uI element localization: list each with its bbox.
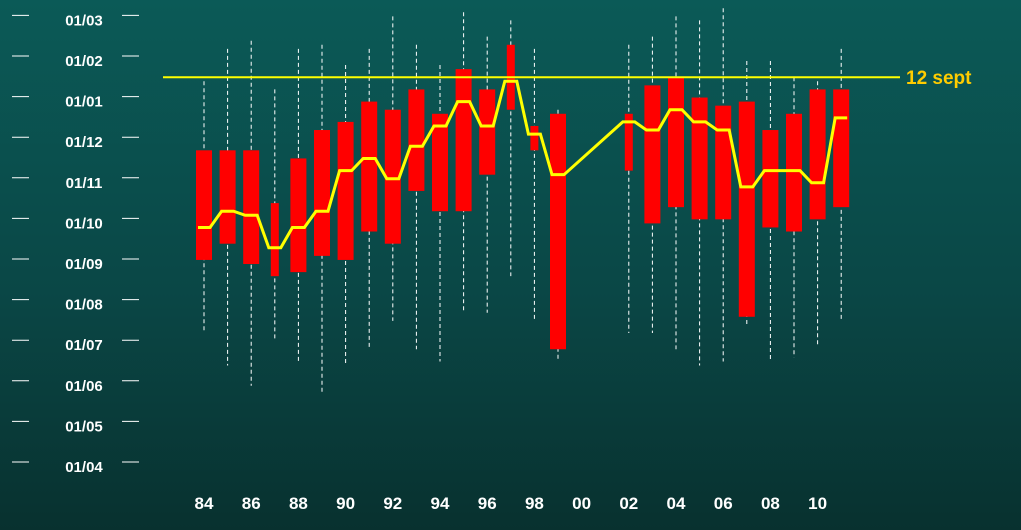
reference-line-label: 12 sept [906, 68, 972, 89]
x-tick-label: 98 [525, 494, 544, 513]
bar [786, 113, 802, 232]
bar [691, 97, 708, 220]
x-tick-label: 90 [336, 494, 355, 513]
bar [479, 89, 496, 175]
y-tick-label: 01/01 [65, 94, 103, 111]
bar [455, 69, 472, 212]
bar [337, 121, 354, 260]
bar [624, 113, 633, 171]
x-axis: 84 86 88 90 92 94 96 98 00 02 04 06 08 10 [195, 494, 828, 513]
y-tick-label: 01/10 [65, 215, 103, 232]
bar [243, 150, 260, 264]
bar [290, 158, 307, 273]
bar [530, 125, 539, 151]
bar [361, 101, 378, 232]
x-tick-label: 06 [714, 494, 733, 513]
y-tick-label: 01/09 [65, 256, 103, 273]
x-tick-label: 86 [242, 494, 261, 513]
x-tick-label: 94 [431, 494, 450, 513]
y-tick-label: 01/07 [65, 337, 103, 354]
bar [408, 89, 425, 191]
bar [270, 203, 279, 277]
y-tick-label: 01/08 [65, 297, 103, 314]
bar [384, 109, 401, 244]
bar [738, 101, 755, 317]
x-tick-label: 84 [195, 494, 214, 513]
y-tick-label: 01/11 [66, 175, 103, 192]
y-tick-label: 01/06 [65, 378, 103, 395]
x-tick-label: 08 [761, 494, 780, 513]
x-tick-label: 02 [619, 494, 638, 513]
x-tick-label: 88 [289, 494, 308, 513]
y-tick-label: 01/04 [65, 459, 103, 476]
bar [314, 130, 330, 256]
bar [196, 150, 212, 260]
bar [432, 113, 448, 212]
bar [762, 130, 779, 228]
x-tick-label: 92 [383, 494, 402, 513]
bar [715, 105, 732, 220]
y-axis: 01/03 01/02 01/01 01/12 01/11 01/10 01/09 01/08… [12, 12, 139, 476]
bars [196, 44, 850, 350]
bar [809, 89, 826, 220]
bar [833, 89, 850, 208]
x-tick-label: 10 [808, 494, 827, 513]
median-line [198, 79, 848, 250]
bar [644, 85, 661, 224]
x-tick-label: 96 [478, 494, 497, 513]
x-tick-label: 04 [667, 494, 686, 513]
y-tick-label: 01/05 [65, 418, 103, 435]
y-tick-label: 01/12 [65, 134, 103, 151]
y-tick-label: 01/03 [65, 12, 103, 29]
bar [219, 150, 236, 244]
x-tick-label: 00 [572, 494, 591, 513]
bar [550, 113, 566, 350]
bar [668, 77, 684, 208]
y-tick-label: 01/02 [65, 53, 103, 70]
